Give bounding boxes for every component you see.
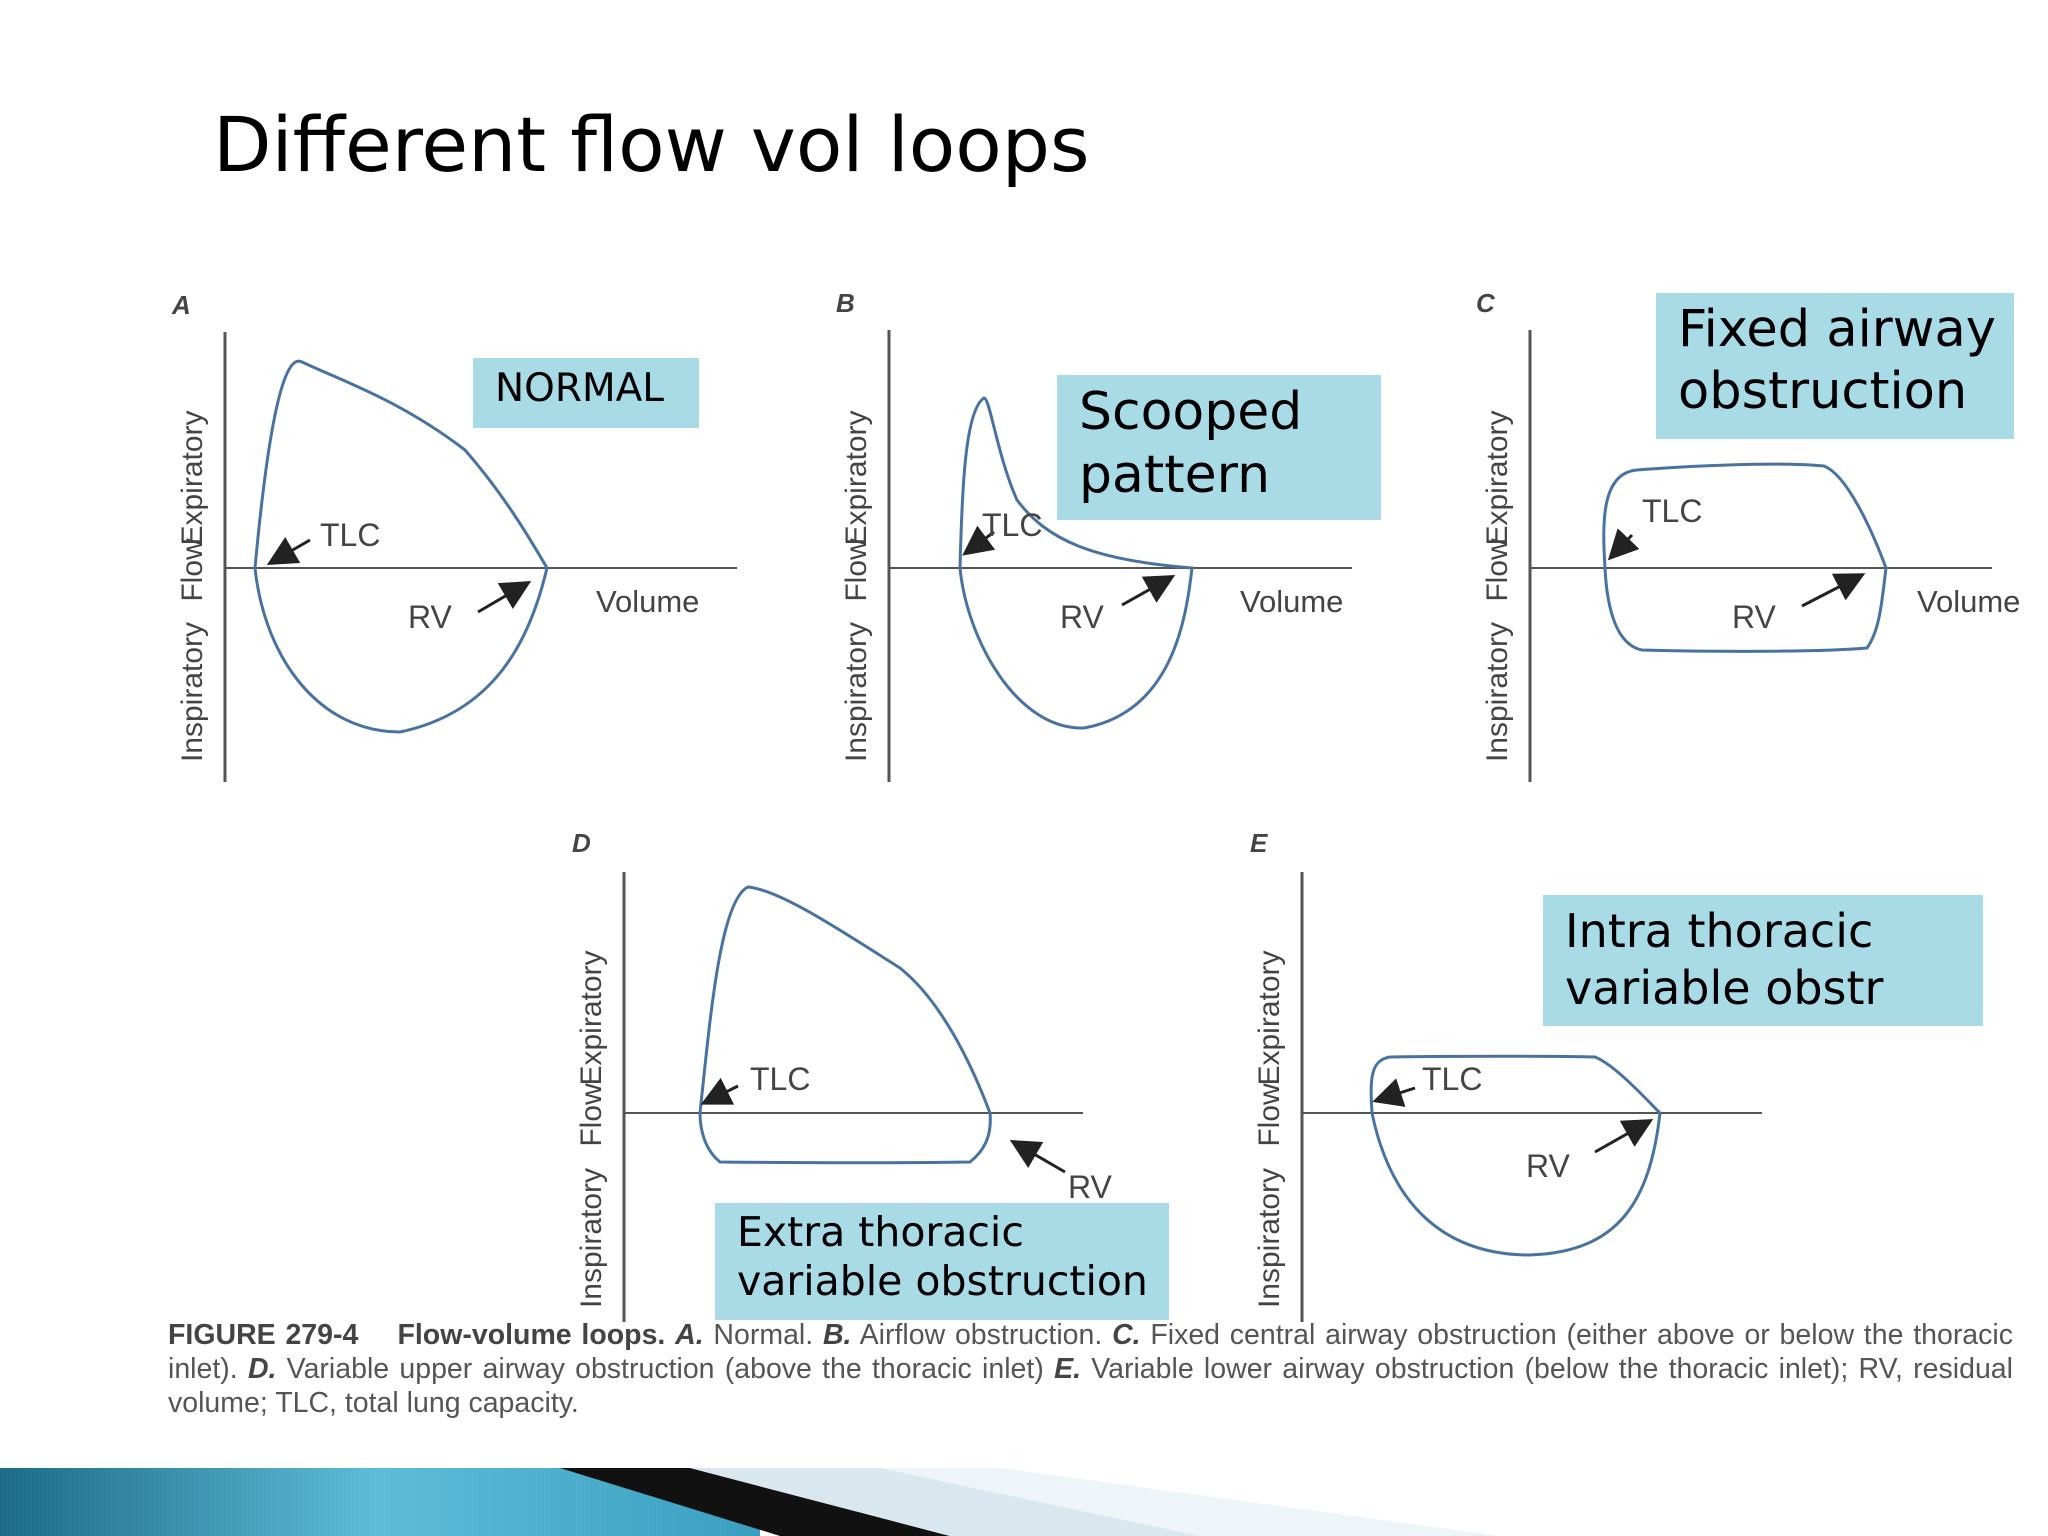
tlc-arrow (962, 525, 996, 556)
caption-b-text: Airflow obstruction. (851, 1319, 1113, 1351)
label-scooped-line-1: Scooped (1079, 382, 1303, 442)
rv-label: RV (408, 599, 453, 635)
label-fixed-airway: Fixed airway obstruction (1656, 293, 2014, 439)
label-normal-text: NORMAL (495, 366, 665, 411)
label-scooped-line-2: pattern (1079, 445, 1271, 505)
y-label-inspiratory: Inspiratory (840, 622, 873, 762)
rv-label: RV (1526, 1148, 1571, 1184)
label-intra-line-1: Intra thoracic (1565, 904, 1874, 958)
figure-number: FIGURE 279-4 (168, 1319, 359, 1351)
y-label-flow: Flow (176, 538, 209, 602)
y-label-inspiratory: Inspiratory (1253, 1168, 1286, 1308)
label-fixed-line-2: obstruction (1678, 362, 1968, 421)
rv-arrow (1594, 1119, 1654, 1154)
label-intra-thoracic: Intra thoracic variable obstr (1543, 895, 1983, 1026)
caption-c-text: Fixed central airway obstruction (either… (168, 1319, 2013, 1385)
y-label-expiratory: Expiratory (1481, 410, 1514, 545)
y-label-inspiratory: Inspiratory (575, 1168, 608, 1308)
y-label-flow: Flow (840, 538, 873, 602)
tlc-arrow (1607, 528, 1640, 561)
panel-letter: A (171, 290, 191, 320)
panel-letter: B (836, 288, 855, 318)
rv-label: RV (1068, 1169, 1113, 1205)
panel-c: C Expiratory Flow Inspiratory TLC RV Vol… (1462, 280, 2042, 800)
footer-black-wedge (560, 1468, 950, 1536)
panel-letter: D (572, 828, 591, 858)
caption-e-text: Variable lower airway obstruction (below… (168, 1353, 2013, 1419)
footer-band (0, 1468, 1500, 1536)
y-label-flow: Flow (1253, 1083, 1286, 1147)
panel-b: B Expiratory Flow Inspiratory TLC RV Vol… (822, 280, 1422, 800)
caption-d-text: Variable upper airway obstruction (above… (276, 1353, 1055, 1385)
volume-label: Volume (1917, 584, 2020, 619)
rv-label: RV (1060, 599, 1105, 635)
label-normal: NORMAL (473, 358, 699, 428)
rv-arrow (477, 580, 532, 614)
label-extra-line-2: variable obstruction (737, 1257, 1148, 1305)
y-label-inspiratory: Inspiratory (176, 622, 209, 762)
volume-label: Volume (596, 584, 699, 619)
y-label-inspiratory: Inspiratory (1481, 622, 1514, 762)
label-extra-line-1: Extra thoracic (737, 1208, 1024, 1256)
caption-b-key: B. (822, 1319, 852, 1351)
panel-letter: E (1250, 828, 1268, 858)
tlc-arrow (266, 536, 311, 566)
label-scooped-pattern: Scooped pattern (1057, 375, 1381, 520)
rv-arrow (1121, 575, 1176, 607)
tlc-arrow (700, 1077, 739, 1105)
panel-d: D Expiratory Flow Inspiratory TLC RV (560, 820, 1120, 1340)
y-label-expiratory: Expiratory (176, 410, 209, 545)
y-label-expiratory: Expiratory (575, 950, 608, 1085)
caption-d-key: D. (247, 1353, 277, 1385)
caption-c-key: C. (1112, 1319, 1141, 1351)
panel-e: E Expiratory Flow Inspiratory TLC RV (1240, 820, 1800, 1340)
caption-a-key: A. (675, 1319, 704, 1351)
tlc-label: TLC (1642, 493, 1702, 529)
flow-volume-loop (1369, 1054, 1662, 1257)
caption-a-text: Normal. (703, 1319, 823, 1351)
panel-b-diagram: B Expiratory Flow Inspiratory TLC RV Vol… (836, 288, 1352, 782)
panel-a-diagram: A Expiratory Flow Inspiratory TLC RV Vol… (171, 290, 737, 782)
y-label-expiratory: Expiratory (1253, 950, 1286, 1085)
panel-a: A Expiratory Flow Inspiratory TLC RV Vol… (160, 280, 760, 800)
flow-volume-loop (1602, 462, 1888, 653)
panel-c-diagram: C Expiratory Flow Inspiratory TLC RV Vol… (1476, 288, 2020, 782)
tlc-arrow (1372, 1078, 1416, 1107)
volume-label: Volume (1240, 584, 1343, 619)
rv-arrow (1009, 1139, 1066, 1174)
caption-e-key: E. (1054, 1353, 1081, 1385)
panel-e-diagram: E Expiratory Flow Inspiratory TLC RV (1250, 828, 1762, 1322)
caption-heading: Flow-volume loops. (397, 1319, 666, 1351)
y-label-flow: Flow (575, 1083, 608, 1147)
flow-volume-loop (253, 359, 549, 734)
label-extra-thoracic: Extra thoracic variable obstruction (715, 1203, 1169, 1320)
tlc-label: TLC (982, 507, 1042, 543)
footer-fade (880, 1468, 1500, 1536)
tlc-label: TLC (320, 517, 380, 553)
footer-light-wedge (690, 1468, 1200, 1536)
flow-volume-loop (958, 396, 1194, 730)
tlc-label: TLC (1422, 1061, 1482, 1097)
flow-volume-loop (698, 885, 992, 1165)
rv-label: RV (1732, 599, 1777, 635)
y-label-expiratory: Expiratory (840, 410, 873, 545)
rv-arrow (1801, 573, 1866, 608)
panel-d-diagram: D Expiratory Flow Inspiratory TLC RV (572, 828, 1113, 1322)
label-fixed-line-1: Fixed airway (1678, 300, 1996, 359)
tlc-label: TLC (750, 1061, 810, 1097)
panel-letter: C (1476, 288, 1496, 318)
slide-title: Different flow vol loops (213, 100, 1090, 189)
y-label-flow: Flow (1481, 538, 1514, 602)
label-intra-line-2: variable obstr (1565, 961, 1884, 1015)
figure-caption: FIGURE 279-4 Flow-volume loops. A. Norma… (168, 1318, 2013, 1420)
